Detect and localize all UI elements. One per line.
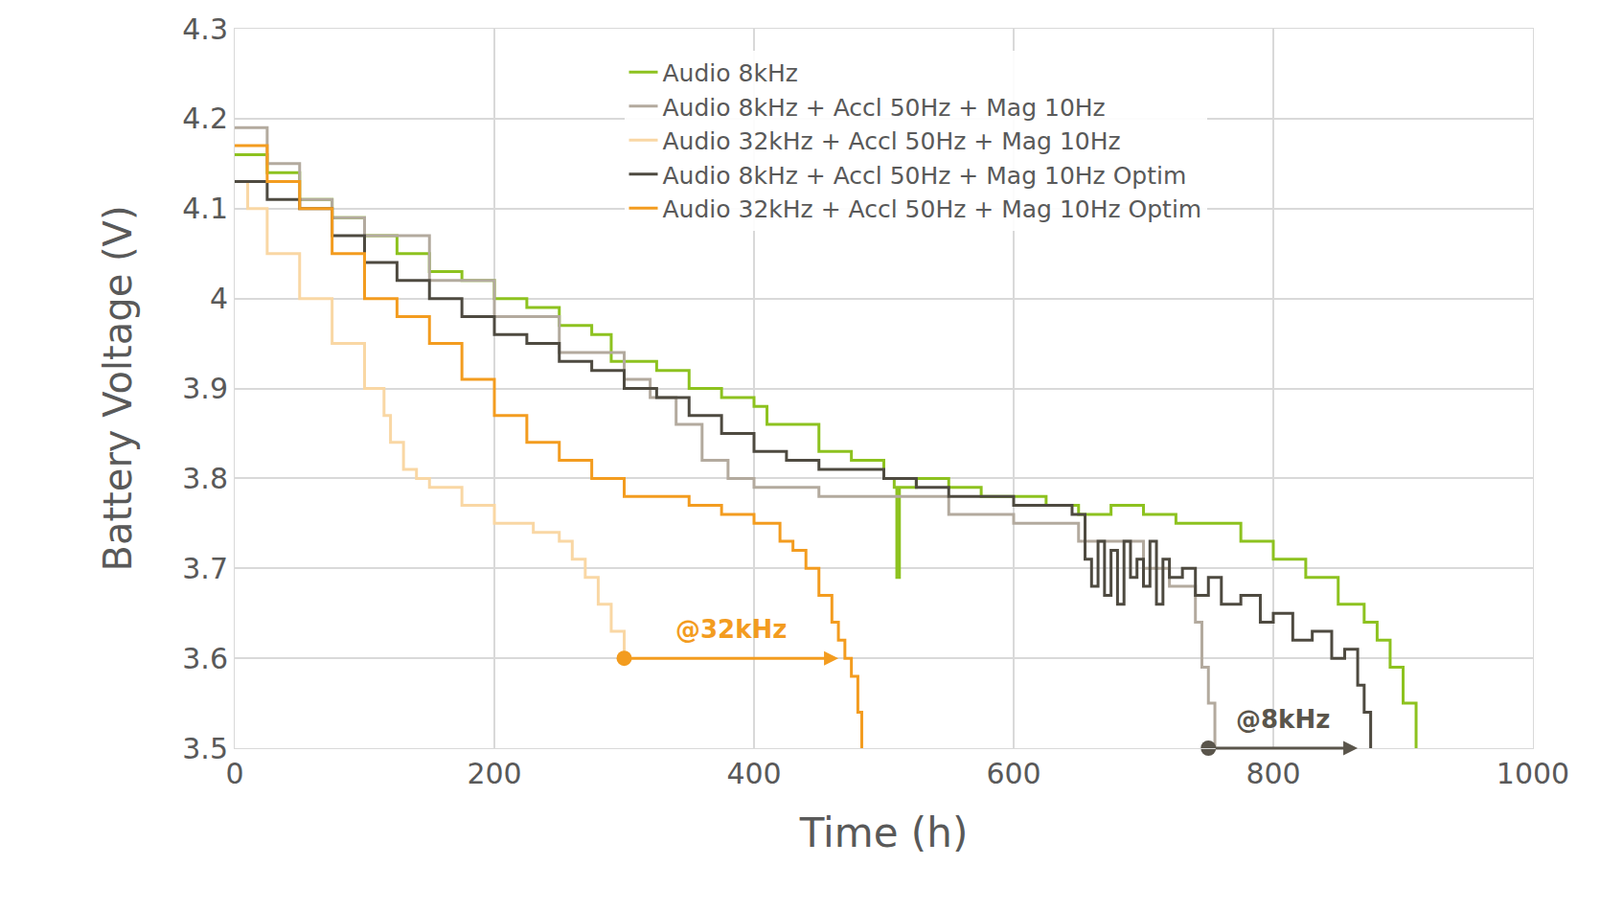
svg-text:3.9: 3.9 xyxy=(182,371,229,406)
svg-text:Audio 32kHz + Accl 50Hz + Mag: Audio 32kHz + Accl 50Hz + Mag 10Hz xyxy=(662,127,1121,156)
svg-text:200: 200 xyxy=(466,756,522,791)
svg-text:1000: 1000 xyxy=(1496,756,1570,791)
svg-text:Time (h): Time (h) xyxy=(799,809,969,857)
svg-text:3.7: 3.7 xyxy=(182,551,229,586)
svg-text:@8kHz: @8kHz xyxy=(1235,705,1330,734)
svg-text:Audio 8kHz + Accl 50Hz + Mag 1: Audio 8kHz + Accl 50Hz + Mag 10Hz Optim xyxy=(662,161,1188,190)
svg-text:Audio 32kHz + Accl 50Hz + Mag: Audio 32kHz + Accl 50Hz + Mag 10Hz Optim xyxy=(662,195,1203,224)
svg-text:0: 0 xyxy=(225,756,244,791)
svg-text:@32kHz: @32kHz xyxy=(675,615,787,644)
svg-text:3.6: 3.6 xyxy=(182,641,229,676)
svg-text:4.1: 4.1 xyxy=(182,191,229,226)
svg-text:800: 800 xyxy=(1245,756,1301,791)
svg-text:4.2: 4.2 xyxy=(182,101,229,136)
svg-text:600: 600 xyxy=(985,756,1041,791)
svg-text:4.3: 4.3 xyxy=(182,12,229,46)
svg-text:4: 4 xyxy=(209,281,229,316)
svg-text:400: 400 xyxy=(726,756,781,791)
svg-text:Audio 8kHz + Accl 50Hz + Mag 1: Audio 8kHz + Accl 50Hz + Mag 10Hz xyxy=(662,93,1106,122)
svg-text:Audio 8kHz: Audio 8kHz xyxy=(662,59,799,88)
svg-text:3.8: 3.8 xyxy=(182,461,229,496)
svg-text:Battery Voltage (V): Battery Voltage (V) xyxy=(95,205,140,572)
svg-text:3.5: 3.5 xyxy=(182,731,229,766)
